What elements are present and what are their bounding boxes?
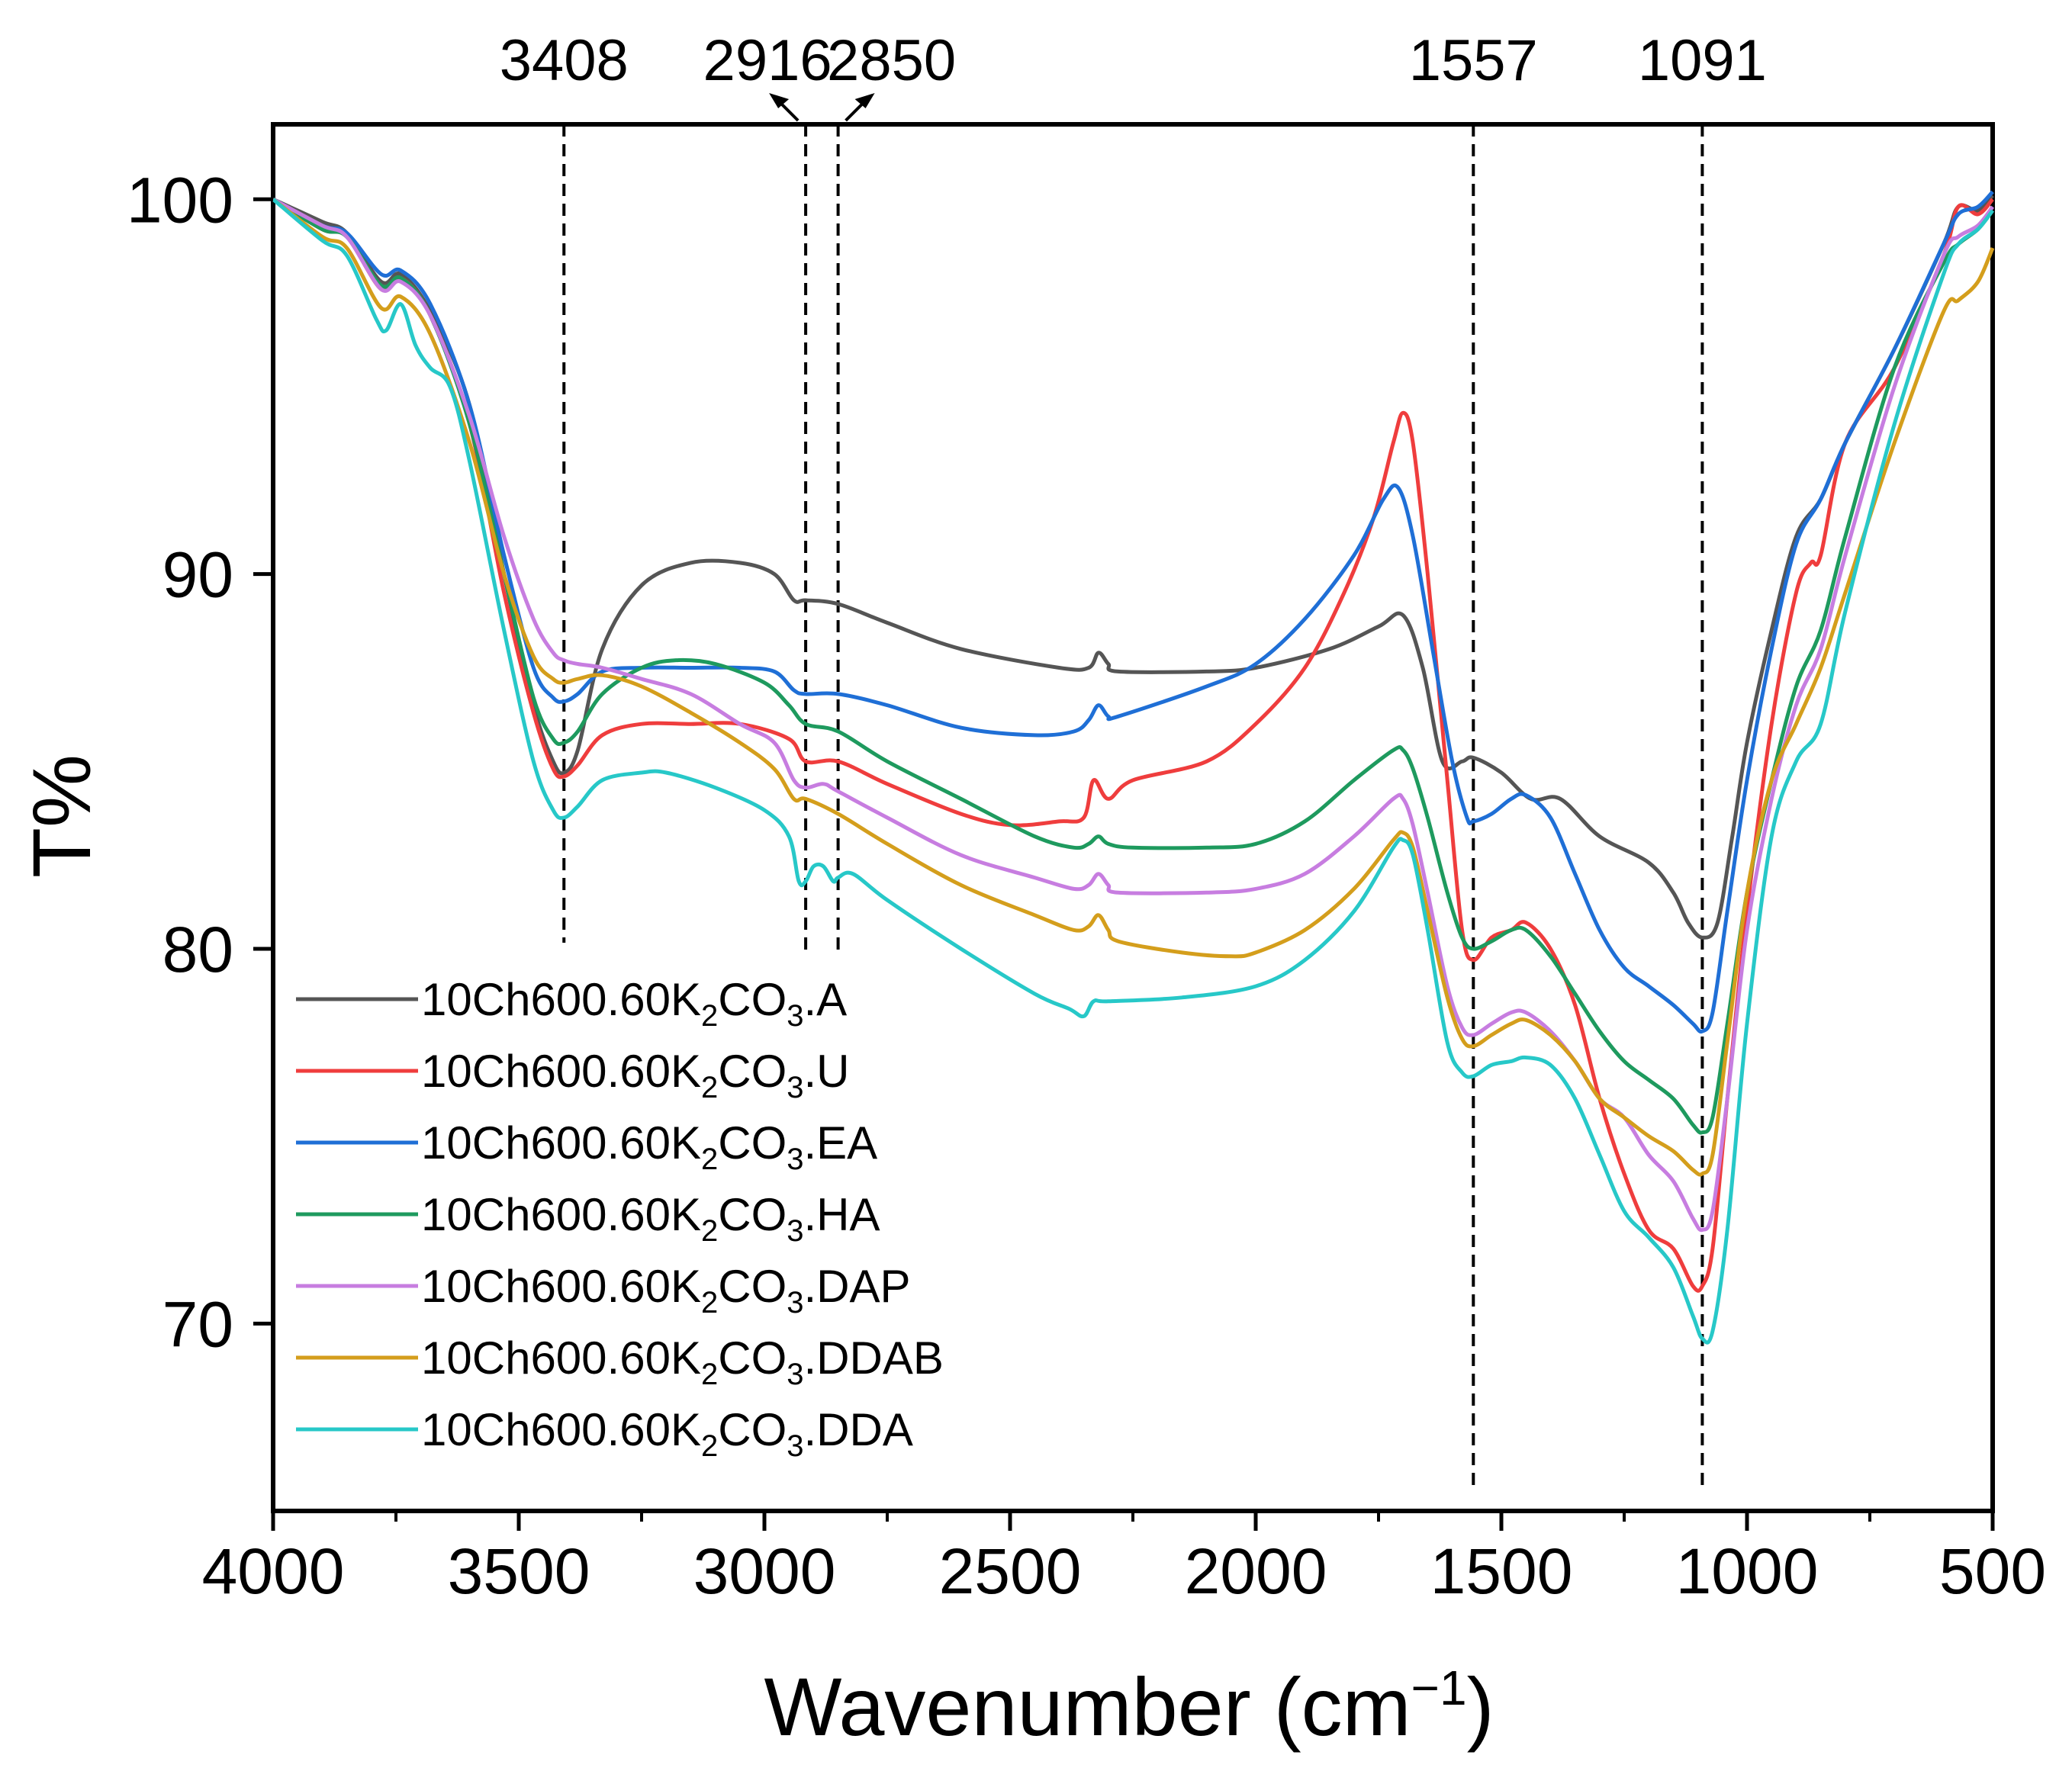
peak-label-1091: 1091: [1638, 28, 1767, 93]
peak-label-3408: 3408: [500, 28, 629, 93]
peak-label-2916: 2916: [703, 28, 832, 93]
y-tick-label: 70: [162, 1288, 233, 1360]
legend-label-0: 10Ch600.60K2CO3.A: [421, 974, 847, 1033]
peak-arrowhead-2916: [769, 93, 790, 108]
x-tick-label: 2500: [939, 1535, 1082, 1607]
x-axis-title-end: ): [1467, 1660, 1494, 1753]
legend-label-2: 10Ch600.60K2CO3.EA: [421, 1117, 877, 1176]
x-tick-label: 2000: [1185, 1535, 1327, 1607]
legend-label-5: 10Ch600.60K2CO3.DDAB: [421, 1332, 944, 1391]
x-tick-label: 3500: [448, 1535, 590, 1607]
x-tick-label: 1000: [1676, 1535, 1819, 1607]
series-line-2: [272, 190, 1994, 1034]
x-axis-ticks: 4000 3500 3000 2500 2000 1500 1000 500: [202, 1511, 2046, 1607]
x-axis-title: Wavenumber (cm−1): [764, 1660, 1494, 1753]
y-tick-label: 90: [162, 539, 233, 611]
x-tick-label: 1500: [1430, 1535, 1573, 1607]
y-axis-title: T%: [15, 754, 108, 878]
series-line-4: [272, 198, 1995, 1233]
legend-label-6: 10Ch600.60K2CO3.DDA: [421, 1404, 913, 1463]
x-axis-title-main: Wavenumber (cm: [764, 1660, 1411, 1753]
peak-label-2850: 2850: [827, 28, 956, 93]
x-tick-label: 3000: [693, 1535, 836, 1607]
series-line-5: [272, 198, 1995, 1177]
legend-label-4: 10Ch600.60K2CO3.DAP: [421, 1261, 911, 1320]
peak-marker-lines: [562, 124, 1704, 1487]
y-axis-ticks: 70 80 90 100: [127, 164, 273, 1360]
peak-label-1557: 1557: [1409, 28, 1538, 93]
x-tick-label: 500: [1939, 1535, 2046, 1607]
peak-arrowhead-2850: [854, 93, 875, 108]
series-line-6: [272, 198, 1994, 1345]
x-tick-label: 4000: [202, 1535, 345, 1607]
series-line-0: [272, 194, 1994, 940]
x-axis-title-sup: −1: [1411, 1660, 1467, 1715]
legend-label-3: 10Ch600.60K2CO3.HA: [421, 1189, 880, 1248]
legend-label-1: 10Ch600.60K2CO3.U: [421, 1046, 849, 1104]
y-tick-label: 80: [162, 914, 233, 985]
legend: 10Ch600.60K2CO3.A 10Ch600.60K2CO3.U 10Ch60…: [296, 974, 944, 1463]
series-lines: [272, 190, 1995, 1345]
y-tick-label: 100: [127, 164, 233, 236]
